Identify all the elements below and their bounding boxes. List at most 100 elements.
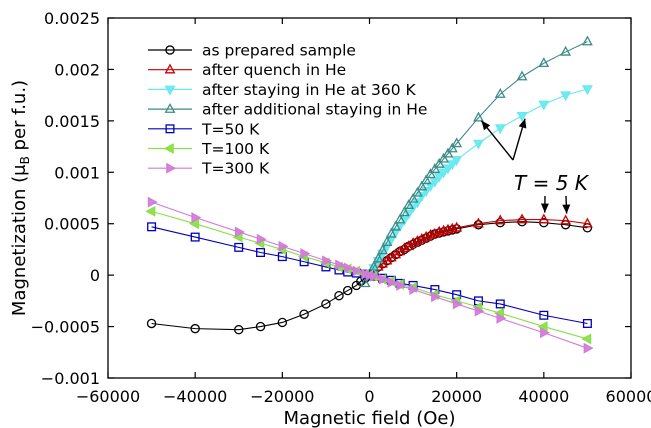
y-axis-label-main: Magnetization (μ <box>9 164 30 316</box>
data-point <box>256 233 267 245</box>
data-point <box>381 254 393 265</box>
data-point <box>494 124 506 135</box>
data-point <box>560 45 572 56</box>
data-point <box>495 299 505 309</box>
data-point <box>352 265 363 277</box>
data-point <box>409 284 420 295</box>
data-point <box>335 259 346 271</box>
data-point <box>560 91 572 102</box>
data-point <box>390 220 402 231</box>
data-point <box>538 213 550 224</box>
legend-item: T=50 K <box>148 120 260 138</box>
data-point <box>442 164 454 175</box>
data-point <box>277 252 287 262</box>
data-point <box>582 85 593 96</box>
data-point <box>403 199 415 209</box>
legend-item: after staying in He at 360 K <box>148 81 417 99</box>
data-point <box>451 156 463 167</box>
data-point <box>420 230 432 241</box>
data-point <box>538 57 550 68</box>
y-tick-label: 0.0025 <box>44 9 100 28</box>
data-point <box>473 139 484 150</box>
legend-item: after additional staying in He <box>148 101 427 119</box>
data-point <box>407 192 419 203</box>
data-point <box>190 232 200 242</box>
data-point <box>516 213 528 224</box>
data-point <box>321 299 331 309</box>
y-tick-label: 0.002 <box>54 60 100 79</box>
ticks-layer: −60000 −40000 −20000 0 20000 40000 60000 −0.001… <box>31 9 651 406</box>
data-point <box>583 342 594 354</box>
data-point <box>582 318 592 328</box>
data-point <box>494 214 506 225</box>
data-point <box>387 276 398 288</box>
legend-label: as prepared sample <box>202 42 356 60</box>
x-tick-label: 0 <box>364 387 374 406</box>
legend-label: after additional staying in He <box>202 101 427 119</box>
legend-item: T=100 K <box>148 140 270 158</box>
data-point <box>191 212 202 223</box>
data-point <box>582 35 593 46</box>
data-point <box>370 270 381 282</box>
data-point <box>278 240 289 252</box>
annotation-arrowhead <box>540 203 549 213</box>
legend-marker <box>166 162 177 174</box>
data-point <box>582 223 593 233</box>
x-tick-label: −20000 <box>250 387 314 406</box>
data-point <box>189 218 199 230</box>
data-point <box>416 192 428 203</box>
data-point <box>398 206 410 217</box>
series-group <box>364 213 593 279</box>
x-axis-label: Magnetic field (Oe) <box>284 408 456 428</box>
y-tick-label: 0.0005 <box>44 215 100 234</box>
data-point <box>407 237 419 248</box>
data-point <box>256 248 266 258</box>
data-point <box>412 186 423 197</box>
data-point <box>438 168 450 179</box>
legend-marker <box>164 63 176 74</box>
data-point <box>277 317 288 328</box>
annotation-arrowhead <box>481 120 491 131</box>
y-tick-label: −0.001 <box>41 369 100 388</box>
data-point <box>474 305 485 317</box>
data-point <box>429 177 441 188</box>
data-point <box>433 172 445 183</box>
data-point <box>473 111 484 122</box>
data-point <box>359 277 371 288</box>
plot-frame <box>107 17 632 379</box>
y-tick-label: 0 <box>90 266 100 285</box>
data-point <box>446 142 458 153</box>
data-point <box>190 323 200 334</box>
legend-marker <box>164 85 176 96</box>
data-point <box>299 309 309 319</box>
data-point <box>473 217 484 228</box>
y-axis-label-sub: B <box>18 156 32 164</box>
y-tick-label: 0.001 <box>54 163 100 182</box>
x-tick-label: −60000 <box>76 387 140 406</box>
data-point <box>431 291 442 303</box>
legend-item: as prepared sample <box>148 42 356 60</box>
legend-label: after staying in He at 360 K <box>202 81 417 99</box>
data-point <box>385 251 397 262</box>
data-point <box>322 255 333 267</box>
data-point <box>300 248 311 259</box>
legend-marker <box>165 124 175 134</box>
data-point <box>145 205 156 217</box>
data-point <box>378 273 389 285</box>
data-point <box>416 180 428 191</box>
legend-marker <box>165 45 175 55</box>
annotation-arrowhead <box>562 204 571 214</box>
y-axis-label: Magnetization (μB per f.u.) <box>9 80 32 316</box>
data-point <box>255 321 266 332</box>
legend-label: after quench in He <box>202 61 346 79</box>
data-point <box>516 70 528 81</box>
data-point <box>381 236 393 246</box>
data-point <box>425 168 436 179</box>
data-point <box>234 324 244 335</box>
data-point <box>385 227 397 238</box>
data-point <box>377 244 388 255</box>
legend-item: T=300 K <box>148 160 270 178</box>
data-point <box>368 260 380 271</box>
data-point <box>538 100 550 111</box>
data-point <box>372 252 384 263</box>
